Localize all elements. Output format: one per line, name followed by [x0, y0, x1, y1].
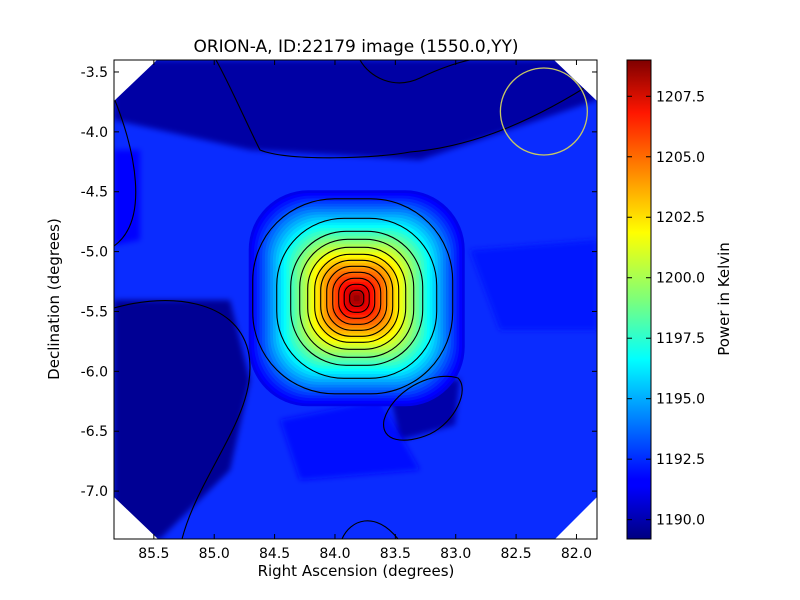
x-axis-ticks: 85.5 85.0 84.5 84.0 83.5 83.0 82.5 82.0	[138, 60, 592, 562]
contour-line	[338, 277, 376, 319]
chart-title: ORION-A, ID:22179 image (1550.0,YY)	[193, 37, 518, 57]
x-axis-label: Right Ascension (degrees)	[258, 562, 455, 580]
contour-line	[114, 97, 137, 247]
contour-line	[299, 238, 415, 358]
background-region	[114, 150, 140, 245]
contour-line	[276, 217, 438, 379]
x-tick-label: 84.5	[259, 546, 290, 562]
source-level	[353, 295, 360, 302]
y-tick-label: -5.0	[81, 245, 108, 261]
colorbar-label: Power in Kelvin	[715, 242, 733, 356]
x-tick-label: 85.5	[138, 546, 169, 562]
y-tick-label: -6.5	[81, 424, 108, 440]
corner-mask-top-left	[114, 60, 157, 101]
x-tick-label: 85.0	[199, 546, 230, 562]
y-tick-label: -4.5	[81, 185, 108, 201]
contour-line	[252, 198, 454, 395]
y-axis-label: Declination (degrees)	[45, 218, 63, 380]
y-tick-label: -6.0	[81, 364, 108, 380]
colorbar-tick-label: 1190.0	[656, 513, 705, 529]
contour-line	[320, 259, 394, 337]
contour-line	[343, 283, 370, 313]
contour-line	[359, 60, 471, 84]
x-tick-label: 82.5	[501, 546, 532, 562]
plot-frame	[113, 59, 598, 540]
colorbar-tick-label: 1195.0	[656, 392, 705, 408]
colorbar-tick-label: 1200.0	[656, 271, 705, 287]
contour-line	[349, 289, 365, 307]
contour-line	[114, 300, 251, 539]
y-tick-label: -3.5	[81, 65, 108, 81]
colorbar	[626, 59, 652, 540]
contour-line	[215, 60, 597, 159]
contour-line	[326, 265, 388, 331]
colorbar-tick-label: 1205.0	[656, 150, 705, 166]
corner-mask-top-right	[554, 60, 597, 101]
contour-line	[332, 271, 382, 325]
contour-line	[307, 246, 407, 350]
beam-circle	[499, 67, 588, 156]
colorbar-tick-label: 1192.5	[656, 452, 705, 468]
contour-line	[290, 230, 424, 366]
colorbar-tick-label: 1197.5	[656, 331, 705, 347]
background-region	[470, 240, 597, 330]
colorbar-ticks: 1190.0 1192.5 1195.0 1197.5 1200.0 1202.5 1205…	[627, 89, 705, 529]
contour-line	[314, 253, 400, 343]
heatmap-plot	[114, 60, 597, 539]
colorbar-tick-label: 1202.5	[656, 210, 705, 226]
background-region	[280, 400, 420, 480]
background-region	[114, 60, 597, 160]
y-tick-label: -7.0	[81, 484, 108, 500]
x-tick-label: 83.5	[380, 546, 411, 562]
contour-lines	[114, 60, 597, 539]
background-region	[114, 300, 250, 539]
heatmap-field	[114, 60, 597, 539]
x-tick-label: 84.0	[319, 546, 350, 562]
corner-mask-bottom-left	[114, 497, 158, 539]
corner-mask-bottom-right	[555, 497, 597, 539]
y-axis-ticks: -3.5 -4.0 -4.5 -5.0 -5.5 -6.0 -6.5 -7.0	[81, 65, 597, 500]
y-tick-label: -5.5	[81, 304, 108, 320]
contour-line	[383, 375, 463, 441]
x-tick-label: 83.0	[440, 546, 471, 562]
x-tick-label: 82.0	[561, 546, 592, 562]
source-blob	[248, 190, 465, 407]
y-tick-label: -4.0	[81, 125, 108, 141]
contour-line	[341, 520, 399, 539]
colorbar-tick-label: 1207.5	[656, 89, 705, 105]
